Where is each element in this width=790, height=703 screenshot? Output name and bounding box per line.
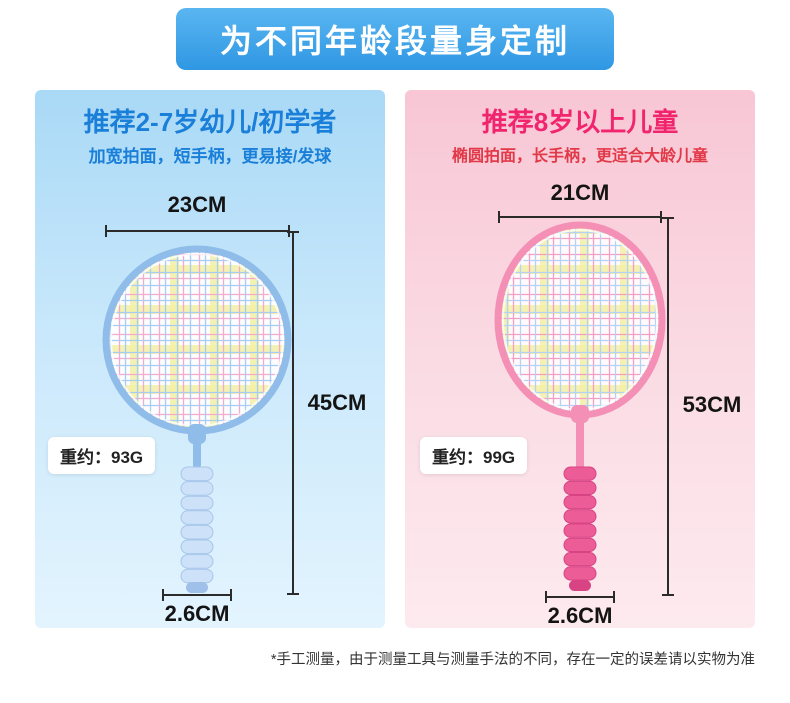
panel-older-kid-racket: 推荐8岁以上儿童 椭圆拍面，长手柄，更适合大龄儿童 — [405, 90, 755, 628]
head-width-label: 21CM — [550, 180, 610, 205]
panel-subtitle: 加宽拍面，短手柄，更易接/发球 — [88, 147, 332, 166]
racket-head-round — [102, 245, 292, 435]
racket-handle — [563, 466, 597, 581]
promo-banner: 为不同年龄段量身定制 — [176, 8, 614, 70]
total-length-measure-line — [287, 231, 299, 595]
total-length-label: 53CM — [682, 392, 742, 417]
racket-handle-cap — [186, 582, 208, 593]
head-width-measure-line — [498, 211, 662, 223]
panel-subtitle: 椭圆拍面，长手柄，更适合大龄儿童 — [451, 148, 708, 165]
handle-width-label: 2.6CM — [164, 601, 230, 626]
racket-shaft — [571, 405, 589, 469]
racket-shaft — [188, 424, 206, 468]
round-racket-illustration — [102, 245, 292, 593]
head-width-label: 23CM — [167, 192, 227, 217]
racket-head-oval — [494, 221, 666, 419]
total-length-measure-line — [662, 217, 674, 596]
handle-width-measure-line — [162, 589, 232, 601]
racket-handle — [180, 466, 214, 584]
racket-handle-cap — [569, 580, 591, 591]
weight-badge: 重约：99G — [420, 437, 528, 474]
handle-width-label: 2.6CM — [547, 603, 613, 628]
measurement-disclaimer: *手工测量，由于测量工具与测量手法的不同，存在一定的误差请以实物为准 — [270, 652, 755, 668]
panel-title: 推荐8岁以上儿童 — [481, 107, 679, 137]
total-length-label: 45CM — [307, 390, 367, 415]
panel-toddler-racket: 推荐2-7岁幼儿/初学者 加宽拍面，短手柄，更易接/发球 — [35, 90, 385, 628]
head-width-measure-line — [105, 225, 290, 237]
promo-banner-title: 为不同年龄段量身定制 — [219, 23, 570, 59]
panel-title: 推荐2-7岁幼儿/初学者 — [83, 107, 337, 137]
weight-badge: 重约：93G — [48, 437, 156, 474]
handle-width-measure-line — [545, 591, 615, 603]
oval-racket-illustration — [494, 221, 666, 591]
